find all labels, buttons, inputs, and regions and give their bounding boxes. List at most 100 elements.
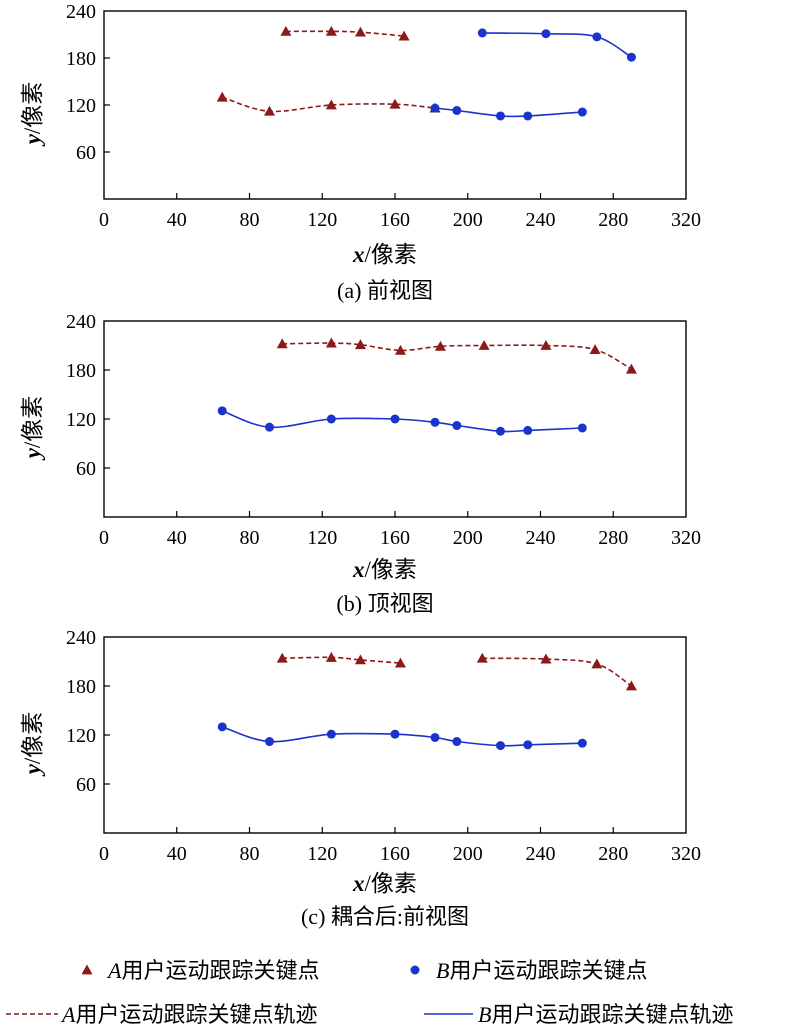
x-tick-label: 0 (99, 527, 109, 549)
data-point-B (265, 422, 275, 432)
legend-label: A用户运动跟踪关键点 (106, 958, 319, 983)
legend-label: B用户运动跟踪关键点轨迹 (478, 1002, 733, 1027)
data-point-B (452, 105, 462, 115)
chart-panel-1: 0 40 80 120 160 200 240 280 320 60 120 180 240 x/像素 y/… (20, 311, 701, 616)
data-point-A (591, 658, 603, 669)
x-tick-label: 160 (380, 527, 410, 549)
data-point-A (276, 652, 288, 663)
data-point-A (354, 339, 366, 350)
x-tick-label: 200 (453, 843, 483, 865)
y-tick-label: 240 (66, 1, 96, 23)
data-point-A (478, 340, 490, 350)
data-point-B (217, 722, 227, 732)
y-tick-label: 60 (76, 774, 96, 796)
data-point-A (540, 653, 552, 664)
series-line-B-3 (482, 32, 632, 58)
y-axis-label: y/像素 (20, 712, 45, 778)
data-point-A (264, 105, 276, 116)
data-point-A (354, 654, 366, 665)
y-tick-label: 180 (66, 48, 96, 70)
subfigure-caption: (a) 前视图 (337, 278, 433, 303)
y-axis-label: y/像素 (20, 82, 45, 148)
legend-item-b_marker: B用户运动跟踪关键点 (410, 958, 647, 983)
x-tick-label: 80 (240, 209, 260, 231)
x-tick-label: 240 (526, 209, 556, 231)
y-tick-label: 120 (66, 95, 96, 117)
x-axis-label: x/像素 (352, 871, 417, 896)
data-point-A (476, 652, 488, 663)
data-point-B (452, 421, 462, 431)
y-tick-label: 60 (76, 142, 96, 164)
subfigure-caption: (b) 顶视图 (336, 591, 433, 616)
series-line-A-0 (282, 342, 632, 370)
data-point-A (394, 657, 406, 668)
data-point-A (325, 337, 337, 348)
x-tick-label: 120 (307, 527, 337, 549)
x-tick-label: 40 (167, 843, 187, 865)
series-line-A-1 (482, 657, 632, 687)
x-tick-label: 40 (167, 209, 187, 231)
x-tick-label: 160 (380, 843, 410, 865)
data-point-B (477, 28, 487, 38)
data-point-B (495, 426, 505, 436)
data-point-A (398, 30, 410, 41)
y-axis-label: y/像素 (20, 396, 45, 462)
x-tick-label: 80 (240, 843, 260, 865)
data-point-A (325, 651, 337, 662)
data-point-B (430, 103, 440, 113)
x-tick-label: 280 (598, 209, 628, 231)
data-point-A (325, 99, 337, 110)
x-tick-label: 320 (671, 843, 701, 865)
series-line-A-1 (221, 96, 436, 113)
x-tick-label: 280 (598, 527, 628, 549)
x-tick-label: 200 (453, 209, 483, 231)
x-tick-label: 200 (453, 527, 483, 549)
data-point-B (592, 32, 602, 42)
legend-triangle-icon (81, 964, 93, 975)
x-tick-label: 240 (526, 843, 556, 865)
data-point-B (577, 738, 587, 748)
data-point-B (541, 29, 551, 39)
legend-label: B用户运动跟踪关键点 (436, 958, 647, 983)
data-point-B (452, 737, 462, 747)
x-tick-label: 320 (671, 209, 701, 231)
data-point-B (577, 107, 587, 117)
data-point-A (625, 680, 637, 691)
data-point-A (280, 25, 292, 36)
data-point-B (390, 729, 400, 739)
legend-item-a_line: A用户运动跟踪关键点轨迹 (6, 1002, 317, 1027)
y-tick-label: 180 (66, 360, 96, 382)
data-point-A (276, 338, 288, 349)
x-tick-label: 320 (671, 527, 701, 549)
x-tick-label: 120 (307, 843, 337, 865)
data-point-A (625, 363, 637, 374)
data-point-B (577, 423, 587, 433)
data-point-B (523, 111, 533, 121)
data-point-B (390, 414, 400, 424)
data-point-B (326, 414, 336, 424)
y-tick-label: 240 (66, 311, 96, 333)
data-point-B (495, 741, 505, 751)
data-point-B (430, 417, 440, 427)
data-point-B (265, 737, 275, 747)
data-point-B (326, 729, 336, 739)
x-tick-label: 0 (99, 843, 109, 865)
data-point-A (434, 340, 446, 351)
data-point-B (495, 111, 505, 121)
data-point-B (430, 732, 440, 742)
data-point-A (389, 98, 401, 109)
data-point-B (626, 52, 636, 62)
legend-label: A用户运动跟踪关键点轨迹 (60, 1002, 317, 1027)
charts: 0 40 80 120 160 200 240 280 320 60 120 180 240 x/像素 y/… (20, 1, 701, 929)
x-tick-label: 160 (380, 209, 410, 231)
x-tick-label: 240 (526, 527, 556, 549)
series-line-A-0 (285, 30, 405, 37)
series-line-A-0 (282, 656, 401, 664)
subfigure-caption: (c) 耦合后:前视图 (301, 904, 469, 929)
legend-circle-icon (410, 965, 420, 975)
data-point-B (523, 425, 533, 435)
x-tick-label: 40 (167, 527, 187, 549)
data-point-A (354, 26, 366, 37)
y-tick-label: 120 (66, 409, 96, 431)
